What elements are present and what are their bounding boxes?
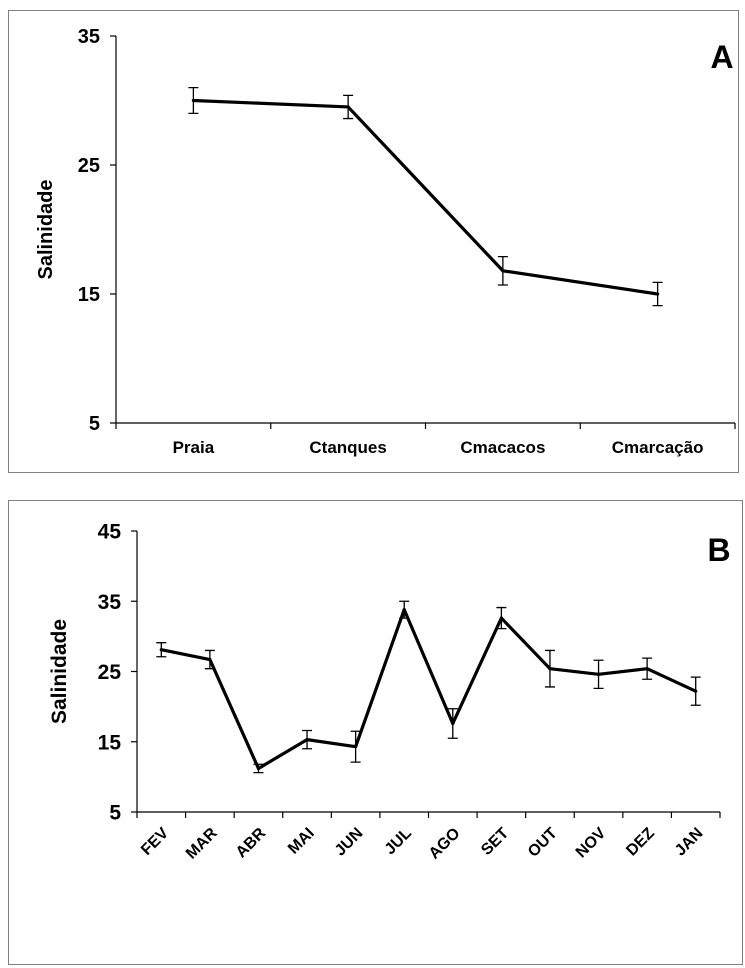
chart-a-y-tick-label: 35	[78, 26, 100, 48]
chart-b-y-tick-label: 45	[98, 521, 122, 544]
chart-b-data-point	[451, 721, 455, 726]
chart-b-data-point	[645, 667, 649, 671]
chart-b-data-point	[402, 608, 406, 612]
chart-a-panel-label: A	[710, 39, 733, 75]
chart-b-frame	[8, 500, 743, 965]
chart-a-data-point	[346, 105, 350, 109]
chart-b-data-point	[499, 616, 503, 620]
chart-a-frame	[8, 10, 739, 473]
chart-a-data-point	[191, 98, 195, 103]
chart-a-data-point	[501, 269, 505, 273]
chart-a-x-tick-label: Cmarcação	[612, 438, 704, 457]
chart-a-x-tick-label: Praia	[173, 438, 215, 457]
chart-a-y-tick-label: 15	[78, 284, 100, 306]
chart-a-y-axis-title: Salinidade	[35, 179, 57, 279]
chart-a-data-point	[656, 292, 660, 296]
chart-b-data-point	[305, 738, 309, 742]
chart-a-svg: 5 15 25 35 Praia Ctanques Cmacacos Cmarcação Sal…	[8, 10, 739, 473]
chart-a-x-tick-label: Cmacacos	[460, 438, 545, 457]
chart-b-y-tick-label: 35	[98, 591, 122, 614]
chart-panel-b: 5 15 25 35 45 FEV MAR ABR MAI JUN JUL AGO SET OUT NOV D…	[8, 500, 743, 965]
chart-b-data-point	[548, 667, 552, 671]
chart-b-y-axis-title: Salinidade	[48, 619, 71, 724]
chart-a-series-line	[193, 98, 658, 296]
chart-b-data-point	[159, 648, 163, 652]
chart-a-y-tick-label: 25	[78, 155, 100, 177]
chart-a-y-tick-label: 5	[89, 413, 100, 435]
chart-panel-a: 5 15 25 35 Praia Ctanques Cmacacos Cmarcação Sal…	[8, 10, 739, 473]
chart-b-series-line	[160, 608, 697, 771]
chart-b-data-point	[354, 745, 358, 749]
chart-b-data-point	[256, 766, 261, 771]
chart-b-data-point	[694, 689, 698, 693]
chart-b-data-point	[596, 672, 601, 676]
chart-b-panel-label: B	[707, 532, 730, 568]
chart-b-data-point	[208, 657, 212, 662]
chart-b-y-tick-label: 5	[109, 802, 121, 825]
chart-b-y-tick-label: 25	[98, 661, 122, 684]
chart-b-y-tick-label: 15	[98, 731, 122, 754]
chart-a-x-tick-label: Ctanques	[309, 438, 386, 457]
